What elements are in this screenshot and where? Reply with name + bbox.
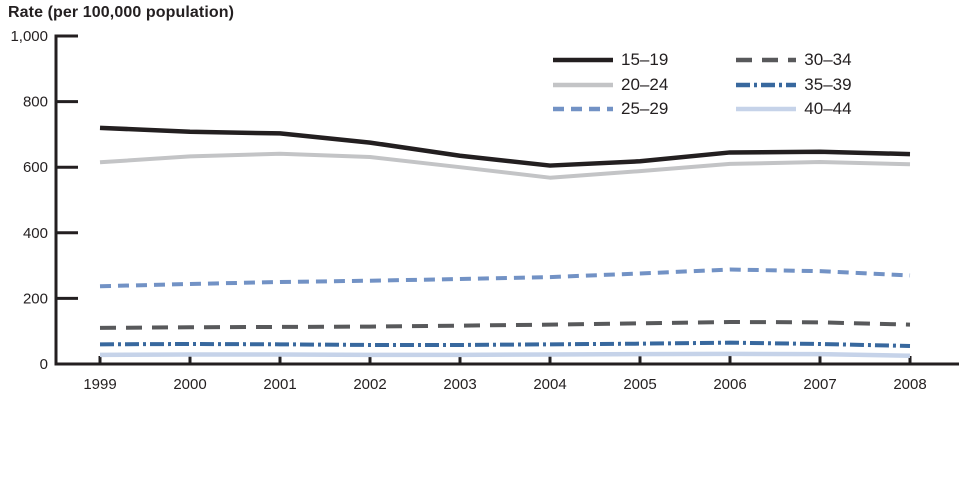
legend-label: 40–44 bbox=[804, 99, 852, 119]
x-tick-label: 2005 bbox=[623, 376, 656, 393]
series-line-40-44 bbox=[99, 351, 911, 359]
legend: 15–19 20–24 25–29 30–34 35–39 40–44 bbox=[553, 48, 852, 122]
legend-item-30-34: 30–34 bbox=[736, 50, 852, 70]
x-tick-label: 2004 bbox=[533, 376, 566, 393]
y-tick-label: 800 bbox=[23, 94, 48, 111]
x-tick-label: 2002 bbox=[353, 376, 386, 393]
x-tick-label: 2006 bbox=[713, 376, 746, 393]
y-tick-label: 0 bbox=[40, 356, 48, 373]
series-line-25-29 bbox=[99, 267, 911, 289]
legend-label: 30–34 bbox=[804, 50, 852, 70]
legend-label: 25–29 bbox=[621, 99, 669, 119]
x-tick-label: 2003 bbox=[443, 376, 476, 393]
x-tick-label: 2007 bbox=[803, 376, 836, 393]
legend-item-35-39: 35–39 bbox=[736, 74, 852, 95]
y-tick-label: 600 bbox=[23, 159, 48, 176]
legend-line-swatch-35-39 bbox=[736, 82, 797, 88]
series-line-35-39 bbox=[99, 340, 911, 348]
y-tick-label: 1,000 bbox=[10, 28, 48, 45]
x-tick-label: 2001 bbox=[263, 376, 296, 393]
legend-line-swatch-20-24 bbox=[553, 82, 613, 88]
legend-label: 15–19 bbox=[621, 50, 669, 70]
x-tick-label: 2008 bbox=[893, 376, 926, 393]
y-tick-label: 400 bbox=[23, 225, 48, 242]
legend-item-15-19: 15–19 bbox=[553, 50, 668, 70]
series-line-15-19 bbox=[99, 125, 911, 168]
x-tick-label: 1999 bbox=[83, 376, 116, 393]
legend-item-20-24: 20–24 bbox=[553, 75, 668, 95]
legend-item-25-29: 25–29 bbox=[553, 99, 668, 119]
legend-line-swatch-30-34 bbox=[736, 57, 797, 63]
y-axis-title: Rate (per 100,000 population) bbox=[8, 4, 235, 21]
y-tick-label: 200 bbox=[23, 290, 48, 307]
series-line-30-34 bbox=[99, 320, 911, 330]
legend-label: 35–39 bbox=[804, 74, 852, 94]
legend-line-swatch-15-19 bbox=[553, 57, 613, 63]
x-tick-label: 2000 bbox=[173, 376, 206, 393]
legend-line-swatch-25-29 bbox=[553, 106, 613, 112]
legend-line-swatch-40-44 bbox=[736, 106, 797, 112]
series-line-20-24 bbox=[99, 151, 911, 180]
legend-item-40-44: 40–44 bbox=[736, 99, 852, 119]
legend-label: 20–24 bbox=[621, 74, 669, 94]
